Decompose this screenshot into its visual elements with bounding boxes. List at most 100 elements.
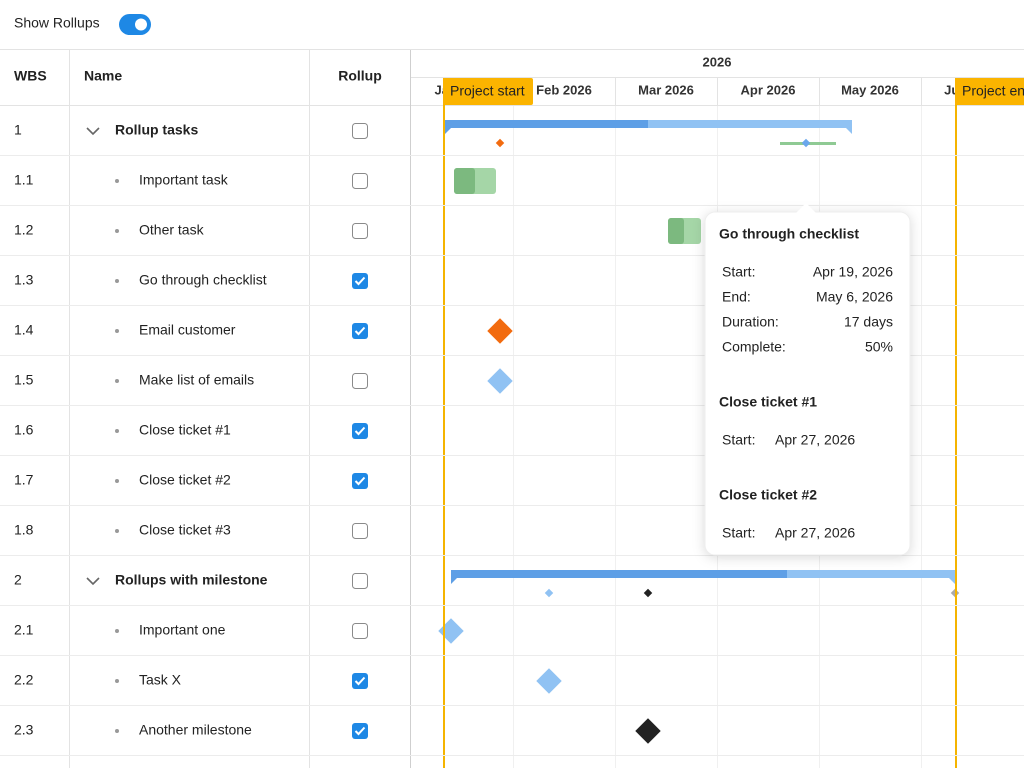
month-header: May 2026 [841,82,899,97]
summary-cap [451,570,457,584]
toolbar-label: Show Rollups [14,15,100,31]
wbs: 1.8 [14,522,34,538]
task-name: Rollups with milestone [115,572,268,588]
bullet [115,329,119,333]
bullet [115,229,119,233]
wbs: 1.5 [14,372,34,388]
rollup-marker[interactable] [544,588,554,598]
column-header[interactable]: Name [84,68,122,84]
checkmark[interactable] [354,476,366,486]
rollup-toggle[interactable] [119,14,151,35]
month-header: Feb 2026 [536,82,592,97]
tooltip-value: Apr 27, 2026 [775,525,855,541]
tooltip-label: Duration: [722,314,779,330]
task-name: Task X [139,672,182,688]
summary-progress[interactable] [445,120,648,128]
checkmark[interactable] [354,276,366,286]
wbs: 2.1 [14,622,34,638]
bullet [115,479,119,483]
tooltip-label: Start: [722,432,755,448]
tooltip-value: May 6, 2026 [816,289,893,305]
rollup-checkbox[interactable] [352,623,368,639]
task-name: Another milestone [139,722,252,738]
tooltip-title: Go through checklist [719,226,859,242]
task-name: Rollup tasks [115,122,198,138]
rollup-checkbox[interactable] [352,373,368,389]
tooltip-label: Start: [722,264,755,280]
column-header[interactable]: Rollup [338,68,382,84]
wbs: 2.2 [14,672,34,688]
summary-bar[interactable] [445,120,852,128]
milestone[interactable] [438,618,464,644]
wbs: 1 [14,122,22,138]
milestone[interactable] [487,318,513,344]
rollup-marker[interactable] [801,138,811,148]
tooltip-label: End: [722,289,751,305]
tooltip-value: Apr 27, 2026 [775,432,855,448]
task-progress[interactable] [668,218,684,244]
wbs: 1.2 [14,222,34,238]
rollup-marker[interactable] [495,138,505,148]
wbs: 2 [14,572,22,588]
rollup-checkbox[interactable] [352,573,368,589]
tooltip-label: Complete: [722,339,786,355]
project-line-label-bg [955,78,1024,105]
task-name: Close ticket #2 [139,472,231,488]
checkmark[interactable] [354,326,366,336]
bullet [115,429,119,433]
toggle-knob[interactable] [135,18,147,31]
tooltip-label: Start: [722,525,755,541]
task-progress[interactable] [454,168,475,194]
bullet [115,529,119,533]
summary-progress[interactable] [451,570,787,578]
wbs: 1.6 [14,422,34,438]
tooltip: Go through checklist Start: Apr 19, 2026 En… [704,203,911,556]
task-name: Email customer [139,322,236,338]
task-name: Go through checklist [139,272,267,288]
expand-chevron[interactable] [86,577,100,586]
rollup-checkbox[interactable] [352,223,368,239]
wbs: 1.4 [14,322,34,338]
milestone[interactable] [536,668,562,694]
checkmark[interactable] [354,726,366,736]
project-line-label: Project start [450,83,525,99]
milestone[interactable] [635,718,661,744]
wbs: 1.3 [14,272,34,288]
tooltip-value: 17 days [844,314,893,330]
task-name: Close ticket #3 [139,522,231,538]
checkmark[interactable] [354,676,366,686]
rollup-checkbox[interactable] [352,123,368,139]
task-name: Close ticket #1 [139,422,231,438]
year-header: 2026 [703,54,732,69]
task-name: Other task [139,222,205,238]
expand-chevron[interactable] [86,127,100,136]
summary-cap [949,570,955,584]
bullet [115,279,119,283]
wbs: 1.7 [14,472,34,488]
wbs: 2.3 [14,722,34,738]
rollup-checkbox[interactable] [352,523,368,539]
column-header[interactable]: WBS [14,68,47,84]
task-name: Important one [139,622,226,638]
rollup-marker[interactable] [643,588,653,598]
project-line-label-bg [443,78,533,105]
month-header: Mar 2026 [638,82,694,97]
tooltip-pointer [796,203,816,213]
bullet [115,729,119,733]
tooltip-value: 50% [865,339,893,355]
tooltip-value: Apr 19, 2026 [813,264,893,280]
task-name: Important task [139,172,229,188]
bullet [115,679,119,683]
milestone[interactable] [487,368,513,394]
tooltip-title: Close ticket #2 [719,487,817,503]
wbs: 1.1 [14,172,34,188]
tooltip-title: Close ticket #1 [719,394,817,410]
rollup-checkbox[interactable] [352,173,368,189]
task-name: Make list of emails [139,372,254,388]
month-header: Apr 2026 [741,82,796,97]
bullet [115,179,119,183]
checkmark[interactable] [354,426,366,436]
summary-cap [445,120,451,134]
